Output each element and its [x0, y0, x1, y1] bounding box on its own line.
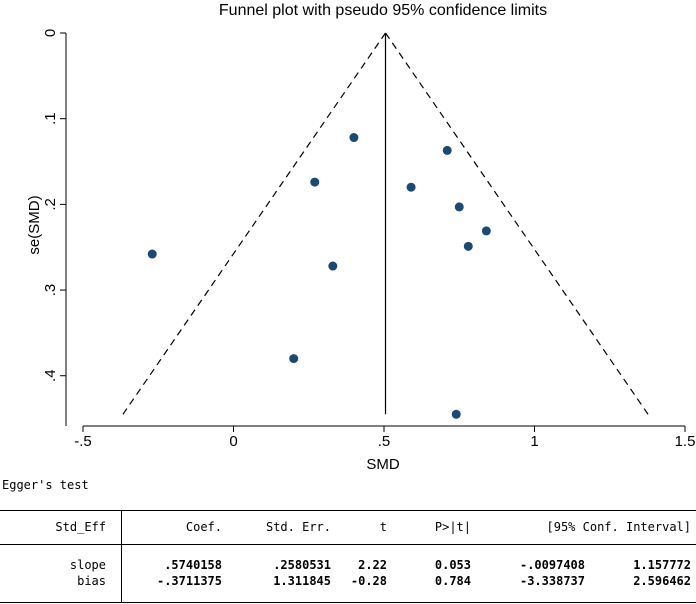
study-point: [406, 182, 416, 192]
y-tick-label: .3: [42, 284, 59, 297]
table-bottom-rule: [0, 602, 696, 603]
upper-confidence-limit-line: [385, 32, 649, 415]
study-point: [310, 177, 320, 187]
coef-value: -.3711375: [156, 574, 222, 588]
data-points: [147, 133, 491, 419]
x-tick-label: 0: [229, 433, 237, 450]
y-tick-label: 0: [42, 29, 59, 37]
chart-title: Funnel plot with pseudo 95% confidence l…: [219, 2, 547, 19]
header-conf-interval: [95% Conf. Interval]: [546, 520, 692, 534]
coef-value: .5740158: [164, 558, 222, 572]
p-value: 0.784: [434, 574, 471, 588]
y-tick-label: .2: [42, 198, 59, 211]
eggers-test-title: Egger's test: [2, 478, 89, 492]
study-point: [147, 249, 157, 259]
x-tick-label: 1: [530, 433, 538, 450]
lower-confidence-limit-line: [122, 32, 386, 415]
header-std-eff: Std_Eff: [55, 520, 106, 534]
ci-high-value: 1.157772: [633, 558, 691, 572]
t-value: 2.22: [358, 558, 387, 572]
x-axis-label: SMD: [366, 456, 400, 473]
study-point: [463, 241, 473, 251]
y-axis-label: se(SMD): [26, 195, 43, 254]
ci-low-value: -.0097408: [519, 558, 585, 572]
x-tick-label: 1.5: [675, 433, 696, 450]
study-point: [349, 133, 359, 143]
ci-high-value: 2.596462: [633, 574, 691, 588]
study-point: [451, 409, 461, 419]
std-err-value: .2580531: [273, 558, 331, 572]
table-top-rule: [0, 510, 696, 511]
table-vertical-rule: [121, 510, 122, 602]
table-header-rule: [0, 544, 696, 545]
plot-axes: -.5 0 .5 1 1.5 0 .1 .2 .3 .4: [42, 29, 695, 450]
header-t: t: [379, 520, 387, 534]
header-coef: Coef.: [185, 520, 222, 534]
x-tick-label: -.5: [74, 433, 92, 450]
row-label: bias: [77, 574, 106, 588]
eggers-test-table: Std_Eff Coef. Std. Err. t P>|t| [95% Con…: [0, 510, 696, 604]
y-tick-label: .1: [42, 112, 59, 125]
study-point: [328, 261, 338, 271]
std-err-value: 1.311845: [273, 574, 331, 588]
eggers-test-output: Egger's test Std_Eff Coef. Std. Err. t P…: [0, 476, 696, 604]
y-tick-label: .4: [42, 369, 59, 382]
funnel-plot: Funnel plot with pseudo 95% confidence l…: [26, 2, 695, 473]
study-point: [481, 226, 491, 236]
row-label: slope: [69, 558, 106, 572]
t-value: -0.28: [350, 574, 387, 588]
funnel-lines: [122, 32, 649, 415]
study-point: [454, 202, 464, 212]
p-value: 0.053: [434, 558, 471, 572]
ci-low-value: -3.338737: [519, 574, 585, 588]
study-point: [442, 145, 452, 155]
header-std-err: Std. Err.: [265, 520, 331, 534]
study-point: [289, 354, 299, 364]
header-p: P>|t|: [434, 520, 471, 534]
x-tick-label: .5: [378, 433, 391, 450]
